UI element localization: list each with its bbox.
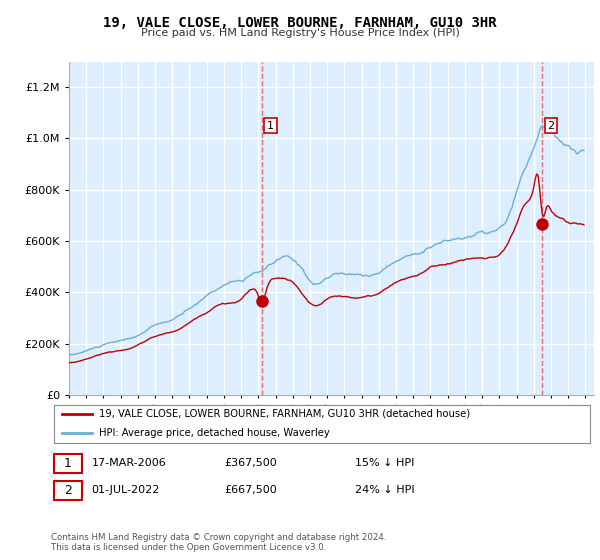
Text: 2: 2 — [64, 484, 72, 497]
Text: 1: 1 — [64, 457, 72, 470]
Text: 19, VALE CLOSE, LOWER BOURNE, FARNHAM, GU10 3HR: 19, VALE CLOSE, LOWER BOURNE, FARNHAM, G… — [103, 16, 497, 30]
Text: 19, VALE CLOSE, LOWER BOURNE, FARNHAM, GU10 3HR (detached house): 19, VALE CLOSE, LOWER BOURNE, FARNHAM, G… — [99, 409, 470, 419]
Text: £667,500: £667,500 — [225, 486, 278, 496]
FancyBboxPatch shape — [54, 480, 82, 500]
Text: 24% ↓ HPI: 24% ↓ HPI — [355, 486, 415, 496]
Text: 2: 2 — [548, 120, 554, 130]
FancyBboxPatch shape — [54, 454, 82, 473]
FancyBboxPatch shape — [54, 405, 590, 443]
Text: 15% ↓ HPI: 15% ↓ HPI — [355, 459, 415, 469]
Text: HPI: Average price, detached house, Waverley: HPI: Average price, detached house, Wave… — [99, 428, 329, 438]
Text: 1: 1 — [267, 120, 274, 130]
Text: Price paid vs. HM Land Registry's House Price Index (HPI): Price paid vs. HM Land Registry's House … — [140, 28, 460, 38]
Text: £367,500: £367,500 — [225, 459, 278, 469]
Text: 01-JUL-2022: 01-JUL-2022 — [92, 486, 160, 496]
Text: Contains HM Land Registry data © Crown copyright and database right 2024.
This d: Contains HM Land Registry data © Crown c… — [51, 533, 386, 552]
Text: 17-MAR-2006: 17-MAR-2006 — [92, 459, 166, 469]
